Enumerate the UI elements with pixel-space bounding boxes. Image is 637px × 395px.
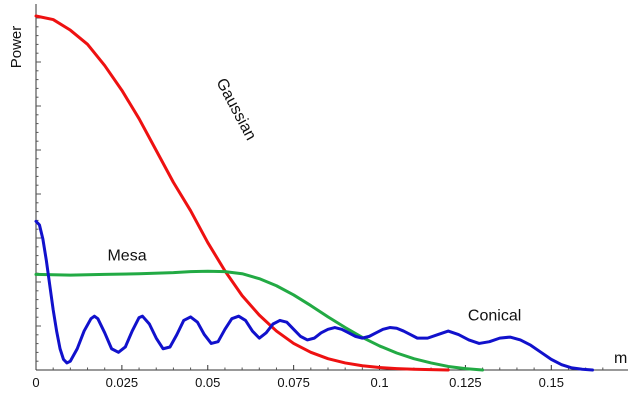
x-tick-label: 0.025 [106, 375, 139, 390]
x-tick-label: 0.15 [539, 375, 564, 390]
series-label-gaussian: Gaussian [212, 76, 259, 144]
series-label-mesa: Mesa [107, 247, 146, 264]
series-line-conical [34, 219, 595, 372]
series-layer [34, 14, 595, 372]
series-label-conical: Conical [468, 307, 521, 324]
series-line-gaussian [34, 14, 450, 372]
y-axis-label: Power [8, 26, 25, 69]
x-axis-label: m [614, 350, 627, 367]
x-tick-label: 0.075 [277, 375, 310, 390]
labels-layer: Power m Gaussian Mesa Conical [8, 26, 627, 367]
x-tick-label: 0.05 [195, 375, 220, 390]
x-tick-label: 0.125 [449, 375, 482, 390]
axes: 0 0.025 0.05 0.075 0.1 0.125 0.15 [32, 4, 628, 390]
series-line-mesa [34, 269, 485, 372]
x-tick-label: 0 [32, 375, 39, 390]
x-tick-label: 0.1 [370, 375, 388, 390]
